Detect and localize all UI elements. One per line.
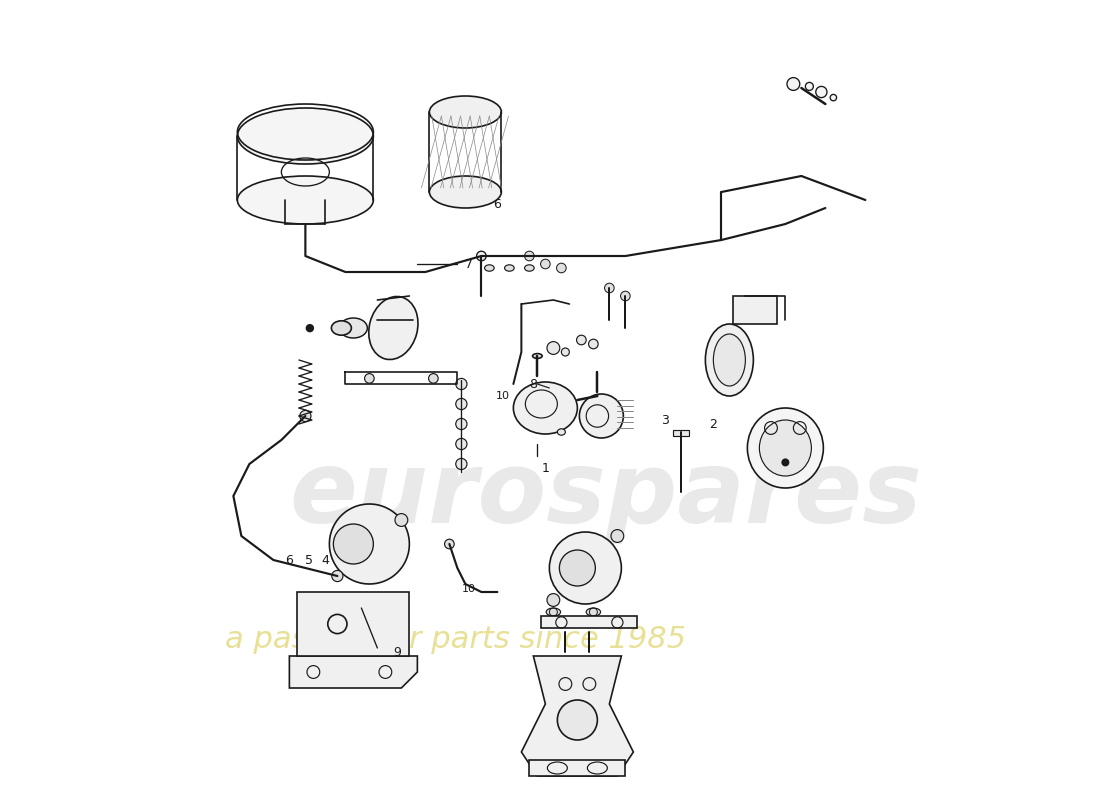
Circle shape	[620, 291, 630, 301]
Bar	[297, 592, 409, 656]
Ellipse shape	[560, 550, 595, 586]
Ellipse shape	[558, 429, 565, 435]
Ellipse shape	[714, 334, 746, 386]
Circle shape	[786, 78, 800, 90]
Circle shape	[300, 410, 311, 422]
Polygon shape	[541, 616, 637, 628]
Ellipse shape	[705, 324, 754, 396]
Text: 6: 6	[286, 554, 294, 566]
Ellipse shape	[532, 354, 542, 358]
Text: 8: 8	[529, 378, 538, 390]
Text: 4: 4	[321, 554, 329, 566]
Circle shape	[455, 458, 468, 470]
Ellipse shape	[547, 608, 561, 616]
Ellipse shape	[586, 608, 601, 616]
Circle shape	[816, 86, 827, 98]
Text: a passion for parts since 1985: a passion for parts since 1985	[226, 626, 686, 654]
Circle shape	[547, 594, 560, 606]
Circle shape	[558, 700, 597, 740]
Circle shape	[364, 374, 374, 383]
Circle shape	[576, 335, 586, 345]
Text: 10: 10	[495, 391, 509, 401]
Circle shape	[610, 530, 624, 542]
Circle shape	[476, 251, 486, 261]
Ellipse shape	[514, 382, 578, 434]
Text: 3: 3	[661, 414, 669, 426]
Ellipse shape	[747, 408, 824, 488]
Ellipse shape	[505, 265, 514, 271]
Circle shape	[781, 458, 790, 466]
Circle shape	[395, 514, 408, 526]
Text: 5: 5	[306, 554, 313, 566]
Ellipse shape	[759, 420, 812, 476]
Circle shape	[561, 348, 570, 356]
Ellipse shape	[580, 394, 624, 438]
Circle shape	[547, 342, 560, 354]
Text: 7: 7	[465, 258, 473, 270]
Ellipse shape	[485, 265, 494, 271]
Bar	[673, 430, 690, 436]
Ellipse shape	[525, 265, 535, 271]
Circle shape	[429, 374, 438, 383]
Text: 2: 2	[710, 418, 717, 430]
Ellipse shape	[368, 297, 418, 359]
Circle shape	[830, 94, 837, 101]
Circle shape	[805, 82, 813, 90]
Circle shape	[525, 251, 535, 261]
Text: eurospares: eurospares	[289, 447, 922, 545]
Circle shape	[455, 378, 468, 390]
Circle shape	[444, 539, 454, 549]
Bar	[734, 296, 778, 324]
Ellipse shape	[331, 321, 351, 335]
Ellipse shape	[429, 176, 502, 208]
Circle shape	[332, 570, 343, 582]
Text: ●: ●	[305, 323, 315, 333]
Circle shape	[557, 263, 566, 273]
Polygon shape	[289, 656, 417, 688]
Polygon shape	[529, 760, 626, 776]
Circle shape	[540, 259, 550, 269]
Ellipse shape	[238, 108, 373, 164]
Circle shape	[455, 418, 468, 430]
Text: 10: 10	[461, 584, 475, 594]
Polygon shape	[521, 656, 634, 776]
Ellipse shape	[238, 176, 373, 224]
Circle shape	[605, 283, 614, 293]
Circle shape	[455, 438, 468, 450]
Text: 6: 6	[494, 198, 502, 210]
Ellipse shape	[340, 318, 367, 338]
Ellipse shape	[333, 524, 373, 564]
Circle shape	[588, 339, 598, 349]
Ellipse shape	[329, 504, 409, 584]
Circle shape	[455, 398, 468, 410]
Text: 9: 9	[394, 646, 402, 658]
Ellipse shape	[549, 532, 621, 604]
Text: 1: 1	[541, 462, 549, 474]
Ellipse shape	[429, 96, 502, 128]
